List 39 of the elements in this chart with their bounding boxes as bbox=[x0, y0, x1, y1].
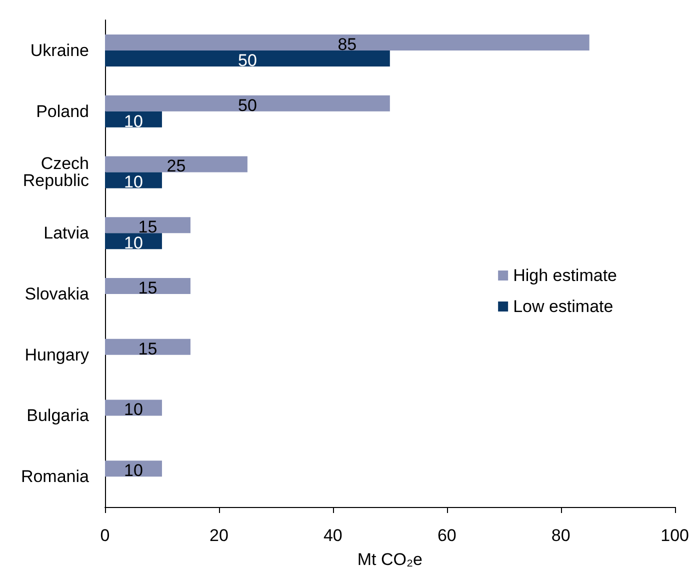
data-label: 10 bbox=[124, 172, 143, 192]
bar bbox=[105, 217, 190, 234]
data-label: 85 bbox=[338, 34, 357, 54]
data-label: 25 bbox=[166, 156, 186, 176]
data-label: 15 bbox=[138, 339, 158, 358]
bar bbox=[105, 460, 162, 477]
legend-label: High estimate bbox=[513, 266, 618, 285]
bar bbox=[105, 95, 390, 112]
y-tick-label: Poland bbox=[36, 102, 89, 121]
y-tick-label: Slovakia bbox=[24, 284, 90, 304]
bar bbox=[105, 111, 162, 128]
x-tick-label: 20 bbox=[210, 526, 228, 545]
data-label: 15 bbox=[138, 278, 158, 298]
x-tick-label: 80 bbox=[551, 526, 570, 545]
x-axis-title: Mt CO₂e bbox=[357, 550, 422, 569]
x-tick-label: 100 bbox=[660, 526, 690, 545]
bar bbox=[105, 233, 162, 250]
x-tick-label: 60 bbox=[437, 526, 456, 545]
y-tick-label: Bulgaria bbox=[26, 406, 90, 426]
data-label: 10 bbox=[124, 400, 143, 420]
x-tick-label: 40 bbox=[323, 526, 342, 545]
bar bbox=[105, 338, 190, 355]
y-tick-label: Latvia bbox=[44, 224, 90, 243]
data-label: 50 bbox=[238, 50, 257, 70]
y-tick-label: Czech Republic bbox=[22, 154, 90, 190]
data-label: 10 bbox=[124, 461, 143, 480]
bar bbox=[105, 50, 390, 66]
bar bbox=[105, 156, 248, 172]
data-label: 10 bbox=[124, 112, 143, 131]
y-tick-label: Ukraine bbox=[30, 40, 89, 60]
legend-label: Low estimate bbox=[513, 297, 614, 316]
y-tick-label: Romania bbox=[20, 467, 90, 486]
data-label: 50 bbox=[238, 96, 257, 115]
bar bbox=[105, 400, 162, 416]
bar bbox=[105, 34, 590, 50]
y-tick-label: Hungary bbox=[24, 345, 90, 364]
bar bbox=[105, 278, 190, 294]
x-tick-label: 0 bbox=[100, 526, 110, 545]
bar bbox=[105, 172, 162, 188]
